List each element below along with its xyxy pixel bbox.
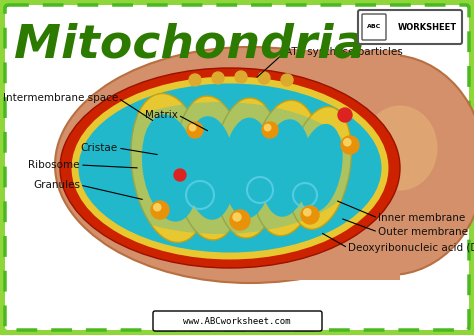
Circle shape	[212, 72, 224, 84]
Circle shape	[264, 124, 271, 131]
Text: Matrix: Matrix	[145, 110, 178, 120]
Ellipse shape	[223, 118, 273, 218]
Circle shape	[151, 201, 169, 219]
Text: Granules: Granules	[33, 180, 80, 190]
Ellipse shape	[289, 107, 351, 229]
Circle shape	[190, 124, 196, 131]
Circle shape	[344, 139, 351, 146]
Bar	[280, 50, 400, 280]
FancyBboxPatch shape	[358, 10, 462, 44]
Circle shape	[187, 122, 203, 138]
Text: www.ABCworksheet.com: www.ABCworksheet.com	[183, 317, 291, 326]
Ellipse shape	[55, 47, 445, 283]
Circle shape	[233, 213, 241, 221]
Circle shape	[301, 206, 319, 224]
Ellipse shape	[297, 124, 343, 212]
Ellipse shape	[60, 68, 400, 268]
Text: Deoxyribonucleic acid (DNA): Deoxyribonucleic acid (DNA)	[348, 243, 474, 253]
Text: WORKSHEET: WORKSHEET	[398, 22, 457, 31]
Ellipse shape	[75, 80, 385, 256]
Text: Ribosome: Ribosome	[28, 160, 80, 170]
Circle shape	[235, 71, 247, 83]
Text: Intermembrane space: Intermembrane space	[3, 93, 118, 103]
Ellipse shape	[83, 102, 357, 234]
Circle shape	[230, 210, 250, 230]
FancyBboxPatch shape	[362, 14, 386, 40]
Ellipse shape	[214, 98, 282, 238]
Circle shape	[341, 136, 359, 154]
Ellipse shape	[185, 116, 235, 220]
Circle shape	[262, 122, 278, 138]
Ellipse shape	[363, 106, 438, 191]
Ellipse shape	[261, 119, 311, 217]
Text: Outer membrane: Outer membrane	[378, 227, 468, 237]
Circle shape	[281, 74, 293, 86]
FancyBboxPatch shape	[5, 5, 469, 330]
Circle shape	[258, 72, 270, 84]
Circle shape	[304, 209, 311, 216]
Text: Inner membrane: Inner membrane	[378, 213, 465, 223]
Circle shape	[154, 204, 161, 211]
Text: ATP synthase particles: ATP synthase particles	[285, 47, 403, 57]
Circle shape	[189, 74, 201, 86]
Ellipse shape	[295, 55, 474, 275]
Ellipse shape	[142, 114, 198, 222]
Ellipse shape	[175, 96, 245, 240]
FancyBboxPatch shape	[153, 311, 322, 331]
Text: Mitochondria: Mitochondria	[14, 22, 365, 67]
Circle shape	[174, 169, 186, 181]
Text: Cristae: Cristae	[81, 143, 118, 153]
Circle shape	[338, 108, 352, 122]
Ellipse shape	[251, 100, 320, 236]
Ellipse shape	[131, 93, 209, 243]
Text: ABC: ABC	[367, 24, 381, 29]
